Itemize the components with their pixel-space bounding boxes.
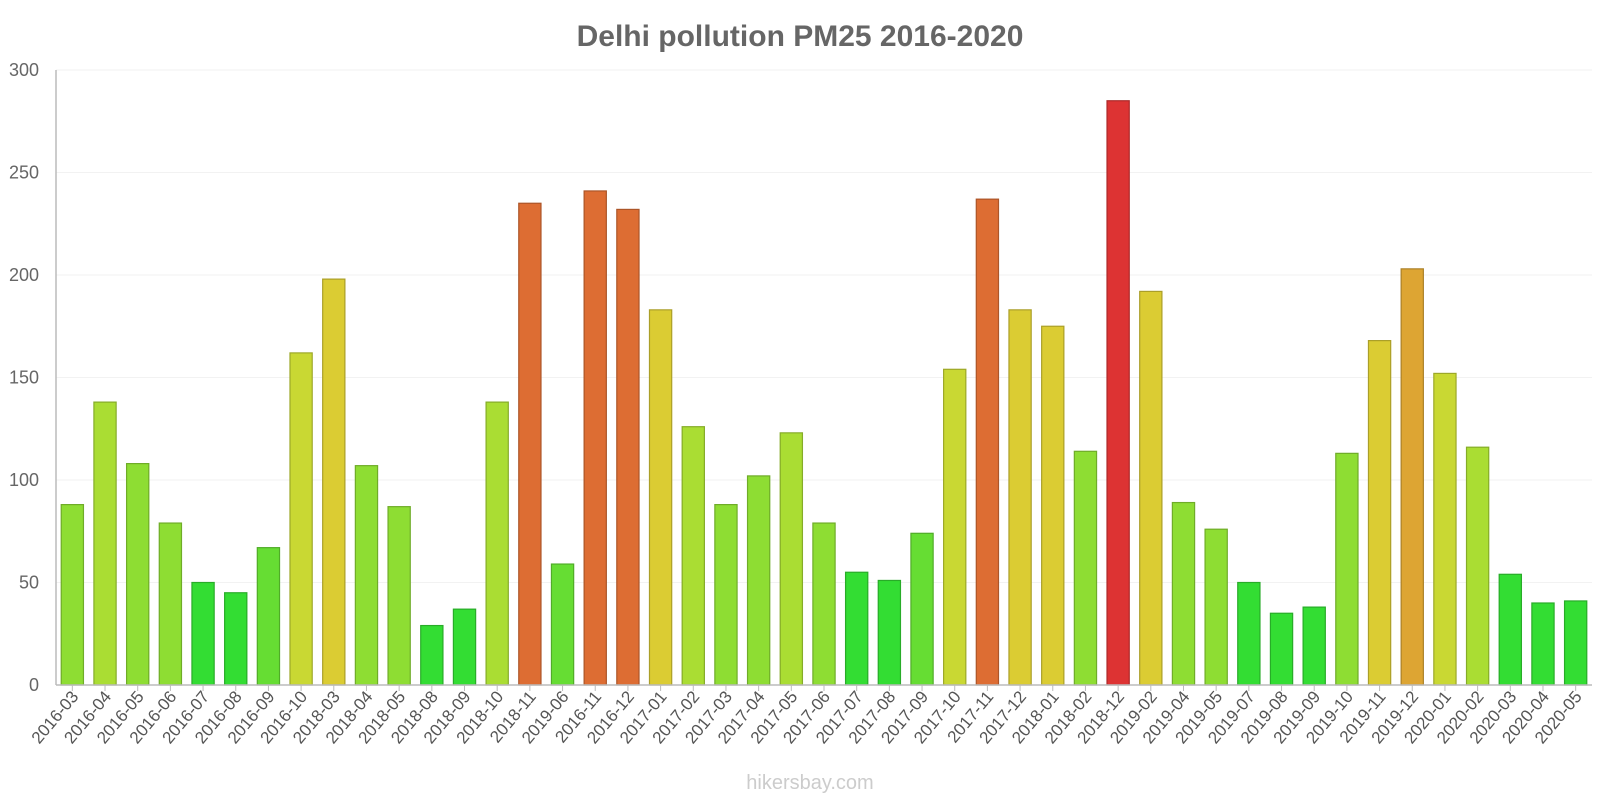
bar-2017-10[interactable] (943, 368, 967, 686)
bar-2017-11[interactable] (975, 198, 1000, 686)
bar-2020-05[interactable] (1563, 600, 1588, 686)
bar-2018-04[interactable] (354, 465, 379, 686)
bar-2020-04[interactable] (1531, 602, 1555, 686)
bar-2019-06[interactable] (550, 563, 575, 686)
bar-2019-07[interactable] (1237, 581, 1261, 686)
bar-2017-04[interactable] (746, 475, 771, 686)
bar-2019-02[interactable] (1139, 290, 1163, 686)
bar-2017-06[interactable] (812, 522, 836, 686)
x-axis-ticks: 2016-032016-042016-052016-062016-072016-… (28, 685, 1586, 747)
bar-2019-04[interactable] (1171, 501, 1196, 686)
bar-2018-01[interactable] (1041, 325, 1065, 686)
bar-2018-08[interactable] (420, 624, 444, 686)
bar-2018-10[interactable] (485, 401, 509, 686)
bar-2017-01[interactable] (648, 309, 673, 686)
bar-2017-09[interactable] (910, 532, 934, 686)
bars (60, 100, 1588, 686)
y-tick-label: 0 (29, 675, 39, 695)
bar-2019-10[interactable] (1335, 452, 1359, 686)
bar-2019-12[interactable] (1400, 268, 1424, 686)
bar-2020-02[interactable] (1465, 446, 1490, 686)
bar-2019-11[interactable] (1367, 340, 1392, 686)
bar-2018-11[interactable] (518, 202, 542, 686)
bar-2019-05[interactable] (1204, 528, 1228, 686)
y-tick-label: 150 (9, 368, 39, 388)
y-axis-ticks: 0 50 100 150 200 250 300 (9, 60, 39, 695)
y-tick-label: 300 (9, 60, 39, 80)
bar-2017-08[interactable] (877, 579, 902, 686)
bar-2018-03[interactable] (322, 278, 346, 686)
bar-2019-09[interactable] (1302, 606, 1326, 686)
y-tick-label: 50 (19, 573, 39, 593)
bar-2016-10[interactable] (289, 352, 313, 686)
bar-2016-03[interactable] (60, 504, 85, 686)
y-tick-label: 100 (9, 470, 39, 490)
bar-2016-09[interactable] (256, 547, 281, 686)
bar-2016-11[interactable] (583, 190, 607, 686)
bar-2017-07[interactable] (844, 571, 869, 686)
bar-2017-05[interactable] (779, 432, 804, 686)
bar-2016-12[interactable] (616, 208, 640, 686)
bar-2019-08[interactable] (1269, 612, 1294, 686)
bar-2017-02[interactable] (681, 426, 705, 686)
y-tick-label: 250 (9, 163, 39, 183)
bar-2018-05[interactable] (387, 506, 411, 686)
grid-lines (56, 69, 1592, 583)
bar-2016-08[interactable] (224, 592, 248, 686)
y-tick-label: 200 (9, 265, 39, 285)
watermark-text: hikersbay.com (746, 772, 873, 794)
bar-2018-09[interactable] (452, 608, 477, 686)
chart-title: Delhi pollution PM25 2016-2020 (577, 20, 1024, 53)
bar-2020-03[interactable] (1498, 573, 1523, 686)
bar-2020-01[interactable] (1433, 372, 1457, 686)
bar-2018-02[interactable] (1073, 450, 1098, 686)
bar-2016-07[interactable] (191, 581, 215, 686)
bar-2016-04[interactable] (93, 401, 117, 686)
bar-2017-12[interactable] (1008, 309, 1032, 686)
bar-2017-03[interactable] (714, 504, 738, 686)
bar-2018-12[interactable] (1106, 100, 1130, 686)
bar-2016-05[interactable] (125, 463, 150, 686)
bar-2016-06[interactable] (158, 522, 183, 686)
